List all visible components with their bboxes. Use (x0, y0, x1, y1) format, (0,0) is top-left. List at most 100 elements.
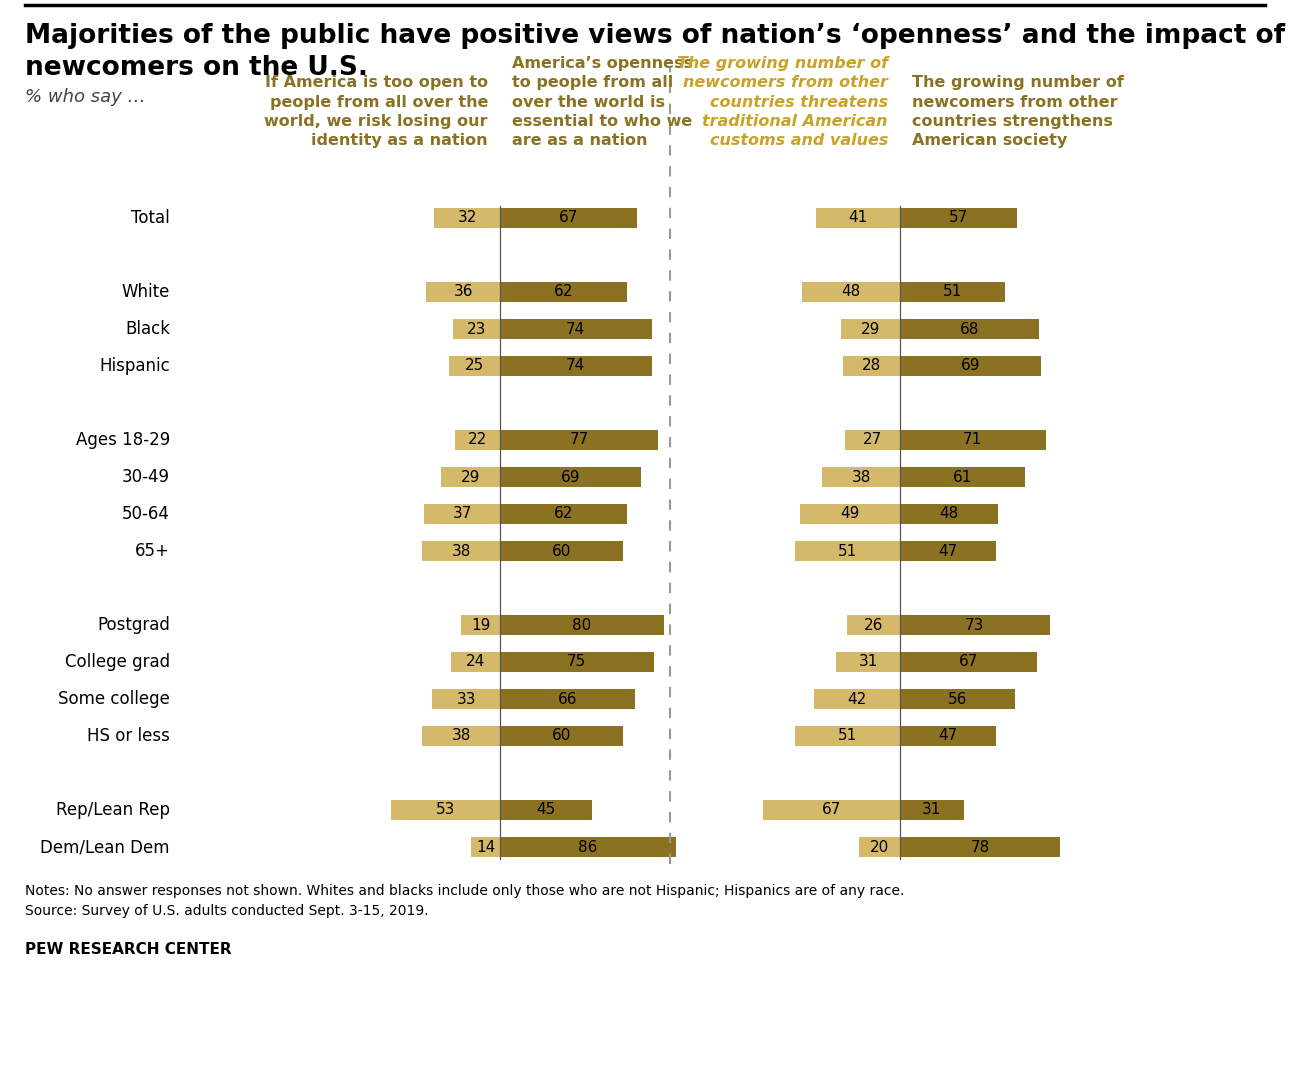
Text: 67: 67 (559, 210, 578, 225)
Text: 65+: 65+ (135, 542, 170, 560)
Text: 22: 22 (468, 433, 488, 447)
Bar (453, 319, 501, 339)
Text: 24: 24 (466, 655, 485, 669)
Text: Hispanic: Hispanic (99, 357, 170, 375)
Bar (900, 282, 1005, 302)
Bar (424, 504, 501, 524)
Text: 66: 66 (557, 692, 578, 706)
Bar (422, 541, 501, 561)
Text: 67: 67 (958, 655, 978, 669)
Text: 62: 62 (553, 507, 573, 521)
Bar (501, 356, 651, 376)
Bar (900, 356, 1041, 376)
Bar (836, 652, 900, 672)
Bar (501, 837, 676, 857)
Text: PEW RESEARCH CENTER: PEW RESEARCH CENTER (25, 942, 232, 957)
Bar (900, 837, 1060, 857)
Text: 30-49: 30-49 (123, 468, 170, 486)
Text: 23: 23 (467, 321, 486, 336)
Text: 60: 60 (552, 729, 571, 743)
Bar (449, 356, 501, 376)
Bar (501, 726, 623, 746)
Bar (842, 356, 900, 376)
Text: 51: 51 (838, 729, 858, 743)
Text: 78: 78 (970, 840, 989, 854)
Text: 71: 71 (964, 433, 983, 447)
Text: 20: 20 (869, 840, 889, 854)
Text: 57: 57 (949, 210, 968, 225)
Bar (822, 467, 900, 487)
Bar (800, 504, 900, 524)
Bar (900, 615, 1050, 635)
Text: 68: 68 (960, 321, 979, 336)
Bar (900, 467, 1026, 487)
Text: 80: 80 (573, 618, 592, 632)
Text: 38: 38 (451, 729, 471, 743)
Bar (900, 319, 1040, 339)
Bar (501, 689, 635, 709)
Text: 41: 41 (849, 210, 868, 225)
Bar (817, 208, 900, 228)
Bar (796, 541, 900, 561)
Bar (501, 208, 637, 228)
Text: 67: 67 (822, 803, 841, 817)
Text: 28: 28 (862, 359, 881, 373)
Text: 53: 53 (436, 803, 455, 817)
Bar (846, 615, 900, 635)
Bar (900, 652, 1037, 672)
Bar (471, 837, 501, 857)
Text: The growing number of
newcomers from other
countries strengthens
American societ: The growing number of newcomers from oth… (912, 75, 1124, 148)
Text: 48: 48 (841, 284, 860, 299)
Text: Postgrad: Postgrad (97, 616, 170, 634)
Bar (859, 837, 900, 857)
Text: 60: 60 (552, 544, 571, 558)
Text: The growing number of
newcomers from other
countries threatens
traditional Ameri: The growing number of newcomers from oth… (677, 57, 888, 148)
Text: 69: 69 (561, 470, 580, 484)
Bar (900, 208, 1017, 228)
Text: 74: 74 (566, 359, 586, 373)
Text: 69: 69 (961, 359, 980, 373)
Text: 50-64: 50-64 (123, 505, 170, 523)
Bar (501, 615, 664, 635)
Text: 51: 51 (943, 284, 962, 299)
Text: 33: 33 (457, 692, 476, 706)
Bar (432, 689, 501, 709)
Text: 37: 37 (453, 507, 472, 521)
Text: 38: 38 (451, 544, 471, 558)
Text: 56: 56 (948, 692, 968, 706)
Text: 27: 27 (863, 433, 882, 447)
Bar (391, 800, 501, 820)
Bar (501, 282, 627, 302)
Text: 86: 86 (578, 840, 597, 854)
Bar (501, 467, 641, 487)
Text: Some college: Some college (58, 690, 170, 708)
Bar (461, 615, 501, 635)
Bar (900, 726, 996, 746)
Bar (900, 689, 1015, 709)
Bar (426, 282, 501, 302)
Text: HS or less: HS or less (88, 727, 170, 745)
Bar (501, 504, 627, 524)
Text: College grad: College grad (64, 653, 170, 671)
Text: 62: 62 (553, 284, 573, 299)
Bar (762, 800, 900, 820)
Bar (814, 689, 900, 709)
Text: 19: 19 (471, 618, 490, 632)
Text: 26: 26 (864, 618, 884, 632)
Text: 29: 29 (461, 470, 480, 484)
Text: Ages 18-29: Ages 18-29 (76, 431, 170, 449)
Bar (841, 319, 900, 339)
Text: 29: 29 (860, 321, 880, 336)
Bar (900, 504, 998, 524)
Bar (435, 208, 501, 228)
Text: 73: 73 (965, 618, 984, 632)
Text: 32: 32 (458, 210, 477, 225)
Text: 48: 48 (939, 507, 958, 521)
Text: White: White (121, 283, 170, 301)
Text: 47: 47 (939, 544, 957, 558)
Text: 61: 61 (953, 470, 973, 484)
Text: America’s openness
to people from all
over the world is
essential to who we
are : America’s openness to people from all ov… (512, 57, 693, 148)
Text: 25: 25 (464, 359, 484, 373)
Bar (900, 541, 996, 561)
Bar (501, 800, 592, 820)
